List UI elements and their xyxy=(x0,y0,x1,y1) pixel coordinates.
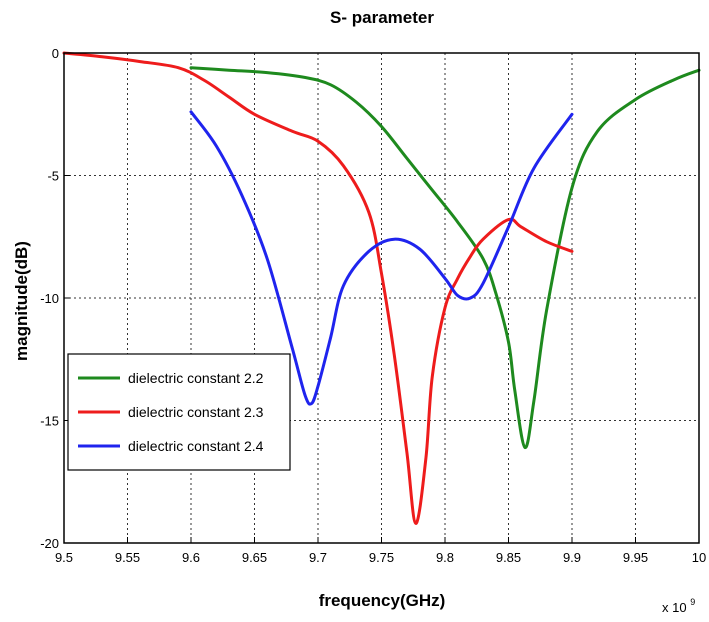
series-line-3 xyxy=(189,110,574,406)
grid xyxy=(64,53,699,543)
y-tick-label: -5 xyxy=(47,169,59,184)
x-tick-label: 10 xyxy=(692,550,706,565)
x-tick-label: 9.75 xyxy=(369,550,394,565)
y-tick-label: -15 xyxy=(40,414,59,429)
y-tick-label: -20 xyxy=(40,536,59,551)
legend-label-2-4: dielectric constant 2.4 xyxy=(128,438,264,454)
x-tick-label: 9.85 xyxy=(496,550,521,565)
x-axis-multiplier-exponent: 9 xyxy=(690,597,695,607)
x-tick-label: 9.65 xyxy=(242,550,267,565)
legend-label-2-2: dielectric constant 2.2 xyxy=(128,370,264,386)
x-tick-label: 9.95 xyxy=(623,550,648,565)
chart-title: S- parameter xyxy=(330,8,434,27)
x-axis-multiplier-base: x 10 xyxy=(662,600,687,615)
x-axis-ticks: 9.5 9.55 9.6 9.65 9.7 9.75 9.8 9.85 9.9 9.95 10 xyxy=(55,537,706,565)
x-axis-multiplier: x 10 9 xyxy=(662,597,695,615)
x-tick-label: 9.6 xyxy=(182,550,200,565)
y-axis-label: magnitude(dB) xyxy=(12,241,31,361)
series-lines xyxy=(62,51,701,525)
series-line-2 xyxy=(62,51,574,525)
x-axis-label: frequency(GHz) xyxy=(319,591,446,610)
x-tick-label: 9.9 xyxy=(563,550,581,565)
x-tick-label: 9.55 xyxy=(115,550,140,565)
legend: dielectric constant 2.2 dielectric const… xyxy=(67,353,291,471)
y-axis-ticks: 0 -5 -10 -15 -20 xyxy=(40,46,70,551)
series-line-1 xyxy=(189,66,701,450)
y-tick-label: 0 xyxy=(52,46,59,61)
y-tick-label: -10 xyxy=(40,291,59,306)
legend-label-2-3: dielectric constant 2.3 xyxy=(128,404,264,420)
x-tick-label: 9.5 xyxy=(55,550,73,565)
x-tick-label: 9.7 xyxy=(309,550,327,565)
legend-box xyxy=(67,353,291,471)
x-tick-label: 9.8 xyxy=(436,550,454,565)
